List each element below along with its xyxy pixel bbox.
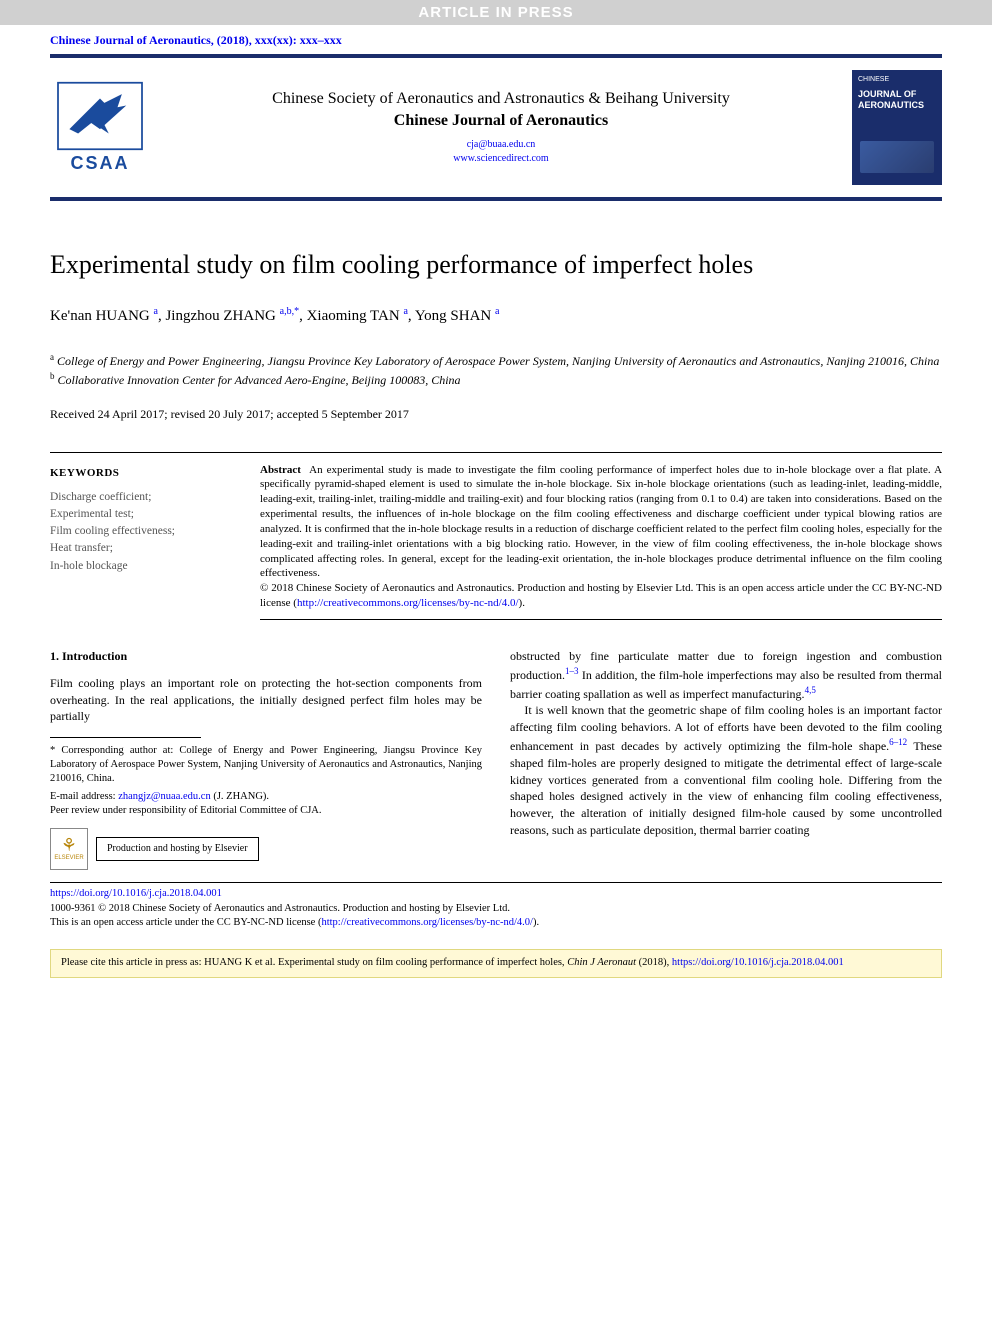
sciencedirect-link[interactable]: www.sciencedirect.com <box>453 153 548 164</box>
peer-review-note: Peer review under responsibility of Edit… <box>50 804 482 818</box>
footnotes: * Corresponding author at: College of En… <box>50 744 482 870</box>
citation-link[interactable]: 1–3 <box>565 666 579 676</box>
journal-cover-thumbnail: CHINESE JOURNAL OF AERONAUTICS <box>852 70 942 185</box>
affiliations: a College of Energy and Power Engineerin… <box>50 351 942 389</box>
affiliation-a: College of Energy and Power Engineering,… <box>57 354 939 368</box>
hosting-text: Production and hosting by Elsevier <box>96 837 259 861</box>
abstract-body: An experimental study is made to investi… <box>260 464 942 580</box>
license-link[interactable]: http://creativecommons.org/licenses/by-n… <box>297 597 519 609</box>
footer-rule <box>50 882 942 883</box>
elsevier-tree-icon: ⚘ <box>61 836 77 854</box>
left-column: 1. Introduction Film cooling plays an im… <box>50 648 482 870</box>
footer-license-link[interactable]: http://creativecommons.org/licenses/by-n… <box>321 917 533 928</box>
intro-paragraph: obstructed by fine particulate matter du… <box>510 648 942 702</box>
society-name: Chinese Society of Aeronautics and Astro… <box>170 90 832 108</box>
footer-references: https://doi.org/10.1016/j.cja.2018.04.00… <box>0 887 992 941</box>
citation-box: Please cite this article in press as: HU… <box>50 949 942 978</box>
doi-link[interactable]: https://doi.org/10.1016/j.cja.2018.04.00… <box>50 888 222 899</box>
article-in-press-bar: ARTICLE IN PRESS <box>0 0 992 25</box>
abstract-label: Abstract <box>260 464 301 476</box>
journal-ref-link[interactable]: Chinese Journal of Aeronautics, (2018), … <box>50 33 342 47</box>
corresponding-author-note: * Corresponding author at: College of En… <box>50 744 482 787</box>
affiliation-link[interactable]: a <box>154 306 158 317</box>
affiliation-link[interactable]: a,b,* <box>280 306 299 317</box>
abstract-text: Abstract An experimental study is made t… <box>260 463 942 611</box>
citation-link[interactable]: 6–12 <box>889 737 907 747</box>
abstract-block: KEYWORDS Discharge coefficient; Experime… <box>50 452 942 620</box>
email-label: E-mail address: <box>50 791 118 802</box>
cover-image <box>860 141 934 173</box>
affiliation-b: Collaborative Innovation Center for Adva… <box>58 373 461 387</box>
right-column: obstructed by fine particulate matter du… <box>510 648 942 870</box>
author: Ke'nan HUANG a <box>50 308 158 324</box>
csaa-logo: CSAA <box>50 81 150 174</box>
corresponding-email-link[interactable]: zhangjz@nuaa.edu.cn <box>118 791 210 802</box>
journal-reference-line: Chinese Journal of Aeronautics, (2018), … <box>0 25 992 54</box>
elsevier-logo: ⚘ ELSEVIER <box>50 828 88 870</box>
journal-email-link[interactable]: cja@buaa.edu.cn <box>467 139 536 150</box>
header-block: CSAA Chinese Society of Aeronautics and … <box>0 58 992 197</box>
cover-small-text: CHINESE <box>858 76 936 83</box>
intro-paragraph: Film cooling plays an important role on … <box>50 675 482 725</box>
section-heading: 1. Introduction <box>50 648 482 665</box>
author: Xiaoming TAN a <box>307 308 408 324</box>
article-dates: Received 24 April 2017; revised 20 July … <box>50 407 942 422</box>
citation-journal: Chin J Aeronaut <box>567 957 636 968</box>
footnote-rule <box>50 737 201 738</box>
airplane-icon <box>55 81 145 151</box>
header-center: Chinese Society of Aeronautics and Astro… <box>170 90 832 166</box>
author: Yong SHAN a <box>415 308 500 324</box>
elsevier-hosting-box: ⚘ ELSEVIER Production and hosting by Els… <box>50 828 482 870</box>
article-title: Experimental study on film cooling perfo… <box>50 249 942 282</box>
citation-link[interactable]: 4,5 <box>805 685 816 695</box>
csaa-text: CSAA <box>70 153 129 174</box>
intro-paragraph: It is well known that the geometric shap… <box>510 702 942 838</box>
keywords-list: Discharge coefficient; Experimental test… <box>50 489 230 575</box>
authors-list: Ke'nan HUANG a, Jingzhou ZHANG a,b,*, Xi… <box>50 306 942 325</box>
citation-doi-link[interactable]: https://doi.org/10.1016/j.cja.2018.04.00… <box>672 957 844 968</box>
journal-name: Chinese Journal of Aeronautics <box>170 112 832 130</box>
abstract-column: Abstract An experimental study is made t… <box>260 452 942 620</box>
affiliation-link[interactable]: a <box>495 306 499 317</box>
affiliation-link[interactable]: a <box>403 306 407 317</box>
cover-title: JOURNAL OF AERONAUTICS <box>858 89 936 111</box>
author: Jingzhou ZHANG a,b,* <box>165 308 299 324</box>
footer-copyright: 1000-9361 © 2018 Chinese Society of Aero… <box>50 903 510 914</box>
footer-license-prefix: This is an open access article under the… <box>50 917 321 928</box>
keywords-heading: KEYWORDS <box>50 467 230 479</box>
keywords-column: KEYWORDS Discharge coefficient; Experime… <box>50 467 230 620</box>
citation-prefix: Please cite this article in press as: HU… <box>61 957 567 968</box>
body-columns: 1. Introduction Film cooling plays an im… <box>50 648 942 870</box>
